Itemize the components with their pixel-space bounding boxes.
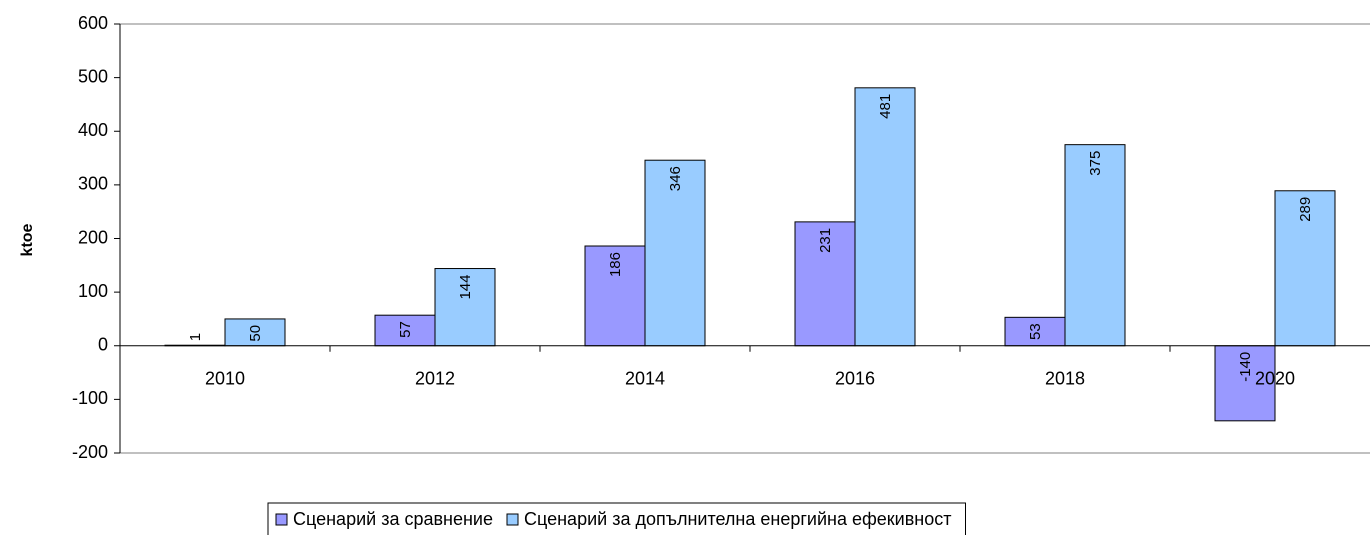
legend-label: Сценарий за сравнение bbox=[293, 509, 493, 529]
data-label: 289 bbox=[1297, 197, 1314, 222]
x-tick-label: 2020 bbox=[1255, 369, 1295, 389]
bar bbox=[584, 245, 646, 347]
y-tick-label: 600 bbox=[78, 13, 108, 33]
legend-swatch bbox=[275, 513, 288, 526]
x-tick-label: 2018 bbox=[1045, 369, 1085, 389]
data-label: 53 bbox=[1027, 323, 1044, 340]
data-label: 186 bbox=[607, 252, 624, 277]
data-label: 346 bbox=[667, 166, 684, 191]
x-tick-label: 2010 bbox=[205, 369, 245, 389]
data-label: -140 bbox=[1237, 352, 1254, 382]
bar bbox=[1064, 144, 1126, 347]
bar bbox=[644, 159, 706, 347]
data-label: 231 bbox=[817, 228, 834, 253]
y-axis-label: ktoe bbox=[19, 223, 36, 256]
bar bbox=[1214, 345, 1276, 422]
data-label: 375 bbox=[1087, 151, 1104, 176]
data-label: 50 bbox=[247, 325, 264, 342]
data-label: 481 bbox=[877, 94, 894, 119]
x-tick-label: 2014 bbox=[625, 369, 665, 389]
legend: Сценарий за сравнение Сценарий за допълни… bbox=[267, 502, 966, 535]
data-label: 1 bbox=[187, 333, 204, 341]
bar bbox=[1004, 316, 1066, 347]
x-tick-label: 2012 bbox=[415, 369, 455, 389]
data-label: 57 bbox=[397, 321, 414, 338]
bar bbox=[224, 318, 286, 347]
legend-box bbox=[267, 502, 966, 535]
legend-swatch bbox=[506, 513, 519, 526]
x-tick-label: 2016 bbox=[835, 369, 875, 389]
y-tick-label: 300 bbox=[78, 174, 108, 194]
y-tick-label: 0 bbox=[98, 335, 108, 355]
y-tick-label: 100 bbox=[78, 281, 108, 301]
y-tick-label: -100 bbox=[72, 388, 108, 408]
y-tick-label: 200 bbox=[78, 227, 108, 247]
y-tick-label: 500 bbox=[78, 66, 108, 86]
bar bbox=[434, 268, 496, 347]
legend-label: Сценарий за допълнителна енергийна ефеки… bbox=[524, 509, 952, 529]
bar bbox=[854, 87, 916, 347]
y-tick-label: 400 bbox=[78, 120, 108, 140]
data-label: 144 bbox=[457, 275, 474, 300]
y-tick-label: -200 bbox=[72, 442, 108, 462]
bar bbox=[1274, 190, 1336, 347]
